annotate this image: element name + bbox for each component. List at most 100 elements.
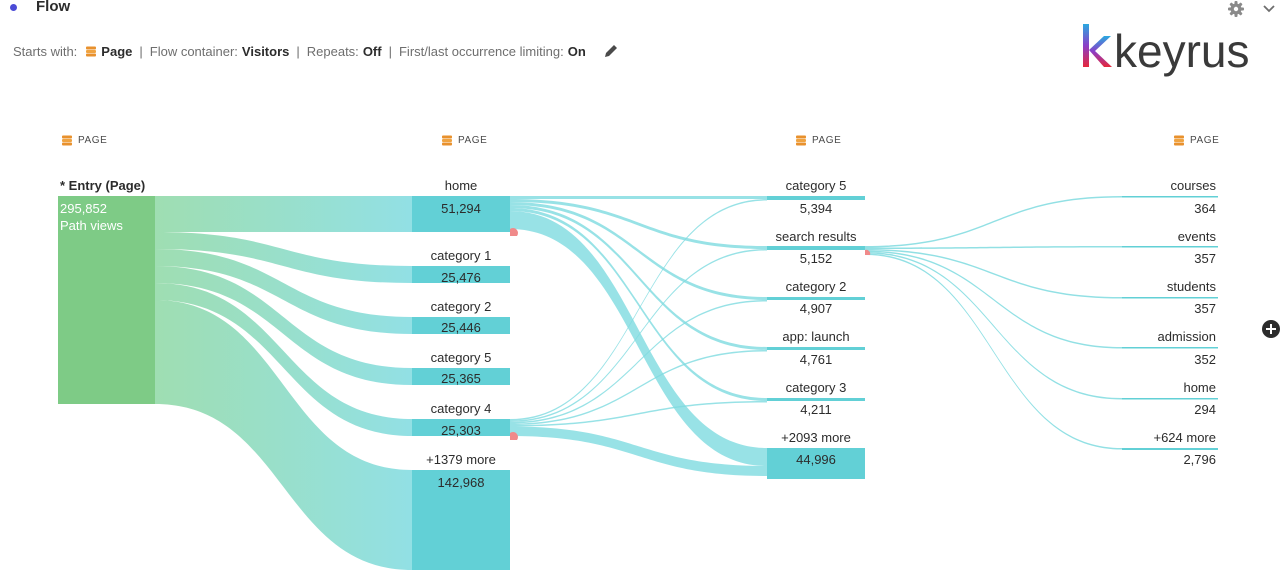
- node-value-home: 294: [1194, 402, 1216, 417]
- flow-settings-bar: Starts with: Page | Flow container: Visi…: [13, 42, 620, 60]
- panel-status-dot: [10, 4, 17, 11]
- flow-category-4-more[interactable]: [510, 426, 767, 477]
- repeats-label: Repeats:: [306, 43, 359, 59]
- node-label-category-2[interactable]: category 2: [785, 279, 847, 294]
- node-bar-more[interactable]: [1122, 448, 1218, 450]
- flow-home-app-launch[interactable]: [510, 205, 767, 350]
- flow-home-more[interactable]: [510, 211, 767, 466]
- node-label-category-5[interactable]: category 5: [785, 178, 847, 193]
- flow-search-admission[interactable]: [865, 250, 1122, 349]
- flow-category-4-search-results[interactable]: [510, 249, 767, 422]
- flow-category-4-app-launch[interactable]: [510, 350, 767, 425]
- node-label-category-4[interactable]: category 4: [430, 401, 492, 416]
- node-value-more: 142,968: [437, 475, 485, 490]
- separator: |: [388, 43, 392, 59]
- entry-node-label: * Entry (Page): [60, 178, 146, 193]
- node-bar-more[interactable]: [412, 470, 510, 570]
- flow-category-4-category-5[interactable]: [510, 199, 767, 421]
- flow-search-courses[interactable]: [865, 196, 1122, 248]
- starts-with-value[interactable]: Page: [101, 43, 133, 59]
- node-value-admission: 352: [1194, 352, 1216, 367]
- node-label-events[interactable]: events: [1177, 229, 1216, 244]
- flow-home-category-2[interactable]: [510, 202, 767, 300]
- flow-home-category-5[interactable]: [510, 196, 767, 199]
- flow-search-more[interactable]: [865, 253, 1122, 450]
- limiting-value[interactable]: On: [567, 43, 586, 59]
- node-value-more: 44,996: [796, 452, 836, 467]
- column-header-2[interactable]: PAGE: [441, 135, 487, 146]
- node-bar-events[interactable]: [1122, 246, 1218, 248]
- node-bar-category-3[interactable]: [767, 398, 865, 401]
- flow-container-label: Flow container:: [149, 43, 238, 59]
- node-bar-search-results[interactable]: [767, 246, 865, 250]
- node-label-more[interactable]: +624 more: [1153, 430, 1216, 445]
- flow-search-events[interactable]: [865, 246, 1122, 249]
- starts-with-label: Starts with:: [13, 43, 78, 59]
- limiting-label: First/last occurrence limiting:: [398, 43, 564, 59]
- node-label-more[interactable]: +1379 more: [426, 452, 496, 467]
- node-bar-admission[interactable]: [1122, 347, 1218, 349]
- node-value-category-3: 4,211: [800, 402, 832, 417]
- column-header-label: PAGE: [1190, 135, 1220, 146]
- node-bar-home[interactable]: [1122, 398, 1218, 400]
- flow-entry-category-5[interactable]: [155, 266, 412, 385]
- node-bar-category-2[interactable]: [412, 317, 510, 334]
- flow-home-search-results[interactable]: [510, 199, 767, 249]
- node-bar-app-launch[interactable]: [767, 347, 865, 350]
- node-bar-more[interactable]: [767, 448, 865, 479]
- node-label-app-launch[interactable]: app: launch: [782, 329, 850, 344]
- node-label-more[interactable]: +2093 more: [781, 430, 851, 445]
- node-label-courses[interactable]: courses: [1170, 178, 1216, 193]
- column-header-1[interactable]: PAGE: [61, 135, 107, 146]
- node-label-category-5[interactable]: category 5: [430, 350, 492, 365]
- flow-category-4-category-3[interactable]: [510, 401, 767, 427]
- flow-entry-home[interactable]: [155, 196, 412, 232]
- gear-icon[interactable]: [1227, 0, 1245, 18]
- add-circle-icon[interactable]: [1261, 319, 1281, 339]
- flow-home-category-3[interactable]: [510, 208, 767, 401]
- node-label-search-results[interactable]: search results: [775, 229, 857, 244]
- node-value-search-results: 5,152: [799, 251, 833, 266]
- repeats-value[interactable]: Off: [362, 43, 382, 59]
- column-header-3[interactable]: PAGE: [795, 135, 841, 146]
- node-bar-category-4[interactable]: [412, 419, 510, 436]
- flow-search-home[interactable]: [865, 252, 1122, 400]
- node-value-events: 357: [1194, 251, 1216, 266]
- exit-marker: [865, 249, 871, 255]
- node-label-category-3[interactable]: category 3: [785, 380, 847, 395]
- flow-entry-more[interactable]: [155, 300, 412, 570]
- node-value-app-launch: 4,761: [799, 352, 833, 367]
- node-bar-category-5[interactable]: [412, 368, 510, 385]
- node-bar-category-5[interactable]: [767, 196, 865, 200]
- node-label-admission[interactable]: admission: [1157, 329, 1216, 344]
- dimension-stack-icon: [1174, 135, 1184, 146]
- exit-marker: [510, 431, 518, 440]
- flow-entry-category-1[interactable]: [155, 232, 412, 283]
- flow-search-students[interactable]: [865, 249, 1122, 299]
- pencil-icon[interactable]: [602, 42, 620, 60]
- node-label-category-1[interactable]: category 1: [430, 248, 492, 263]
- separator: |: [296, 43, 300, 59]
- node-value-home: 51,294: [441, 201, 481, 216]
- node-bar-category-1[interactable]: [412, 266, 510, 283]
- flow-container-value[interactable]: Visitors: [241, 43, 290, 59]
- node-bar-courses[interactable]: [1122, 196, 1218, 198]
- flow-entry-category-2[interactable]: [155, 249, 412, 334]
- logo-text: keyrus: [1114, 25, 1249, 77]
- entry-node-bar[interactable]: [58, 196, 155, 404]
- node-label-students[interactable]: students: [1166, 279, 1216, 294]
- node-label-home[interactable]: home: [1183, 380, 1216, 395]
- node-bar-home[interactable]: [412, 196, 510, 232]
- panel-title[interactable]: Flow: [36, 0, 71, 15]
- separator: |: [139, 43, 143, 59]
- chevron-down-icon[interactable]: [1261, 1, 1277, 17]
- column-header-4[interactable]: PAGE: [1173, 135, 1219, 146]
- node-label-category-2[interactable]: category 2: [430, 299, 492, 314]
- node-label-home[interactable]: home: [444, 178, 478, 193]
- node-bar-students[interactable]: [1122, 297, 1218, 299]
- flow-category-4-category-2[interactable]: [510, 300, 767, 424]
- dimension-stack-icon: [796, 135, 806, 146]
- flow-entry-category-4[interactable]: [155, 283, 412, 436]
- node-bar-category-2[interactable]: [767, 297, 865, 300]
- entry-node-value: 295,852: [60, 201, 107, 216]
